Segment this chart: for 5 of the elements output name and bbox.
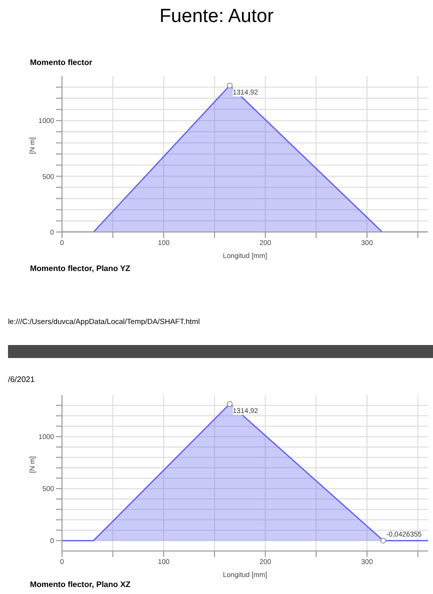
- source-note: Fuente: Autor: [158, 6, 275, 28]
- text: Momento flector, Plano XZ: [30, 580, 130, 589]
- text: Momento flector, Plano YZ: [30, 264, 130, 273]
- text: /6/2021: [8, 375, 35, 384]
- chart-title: Momento flector: [30, 58, 92, 67]
